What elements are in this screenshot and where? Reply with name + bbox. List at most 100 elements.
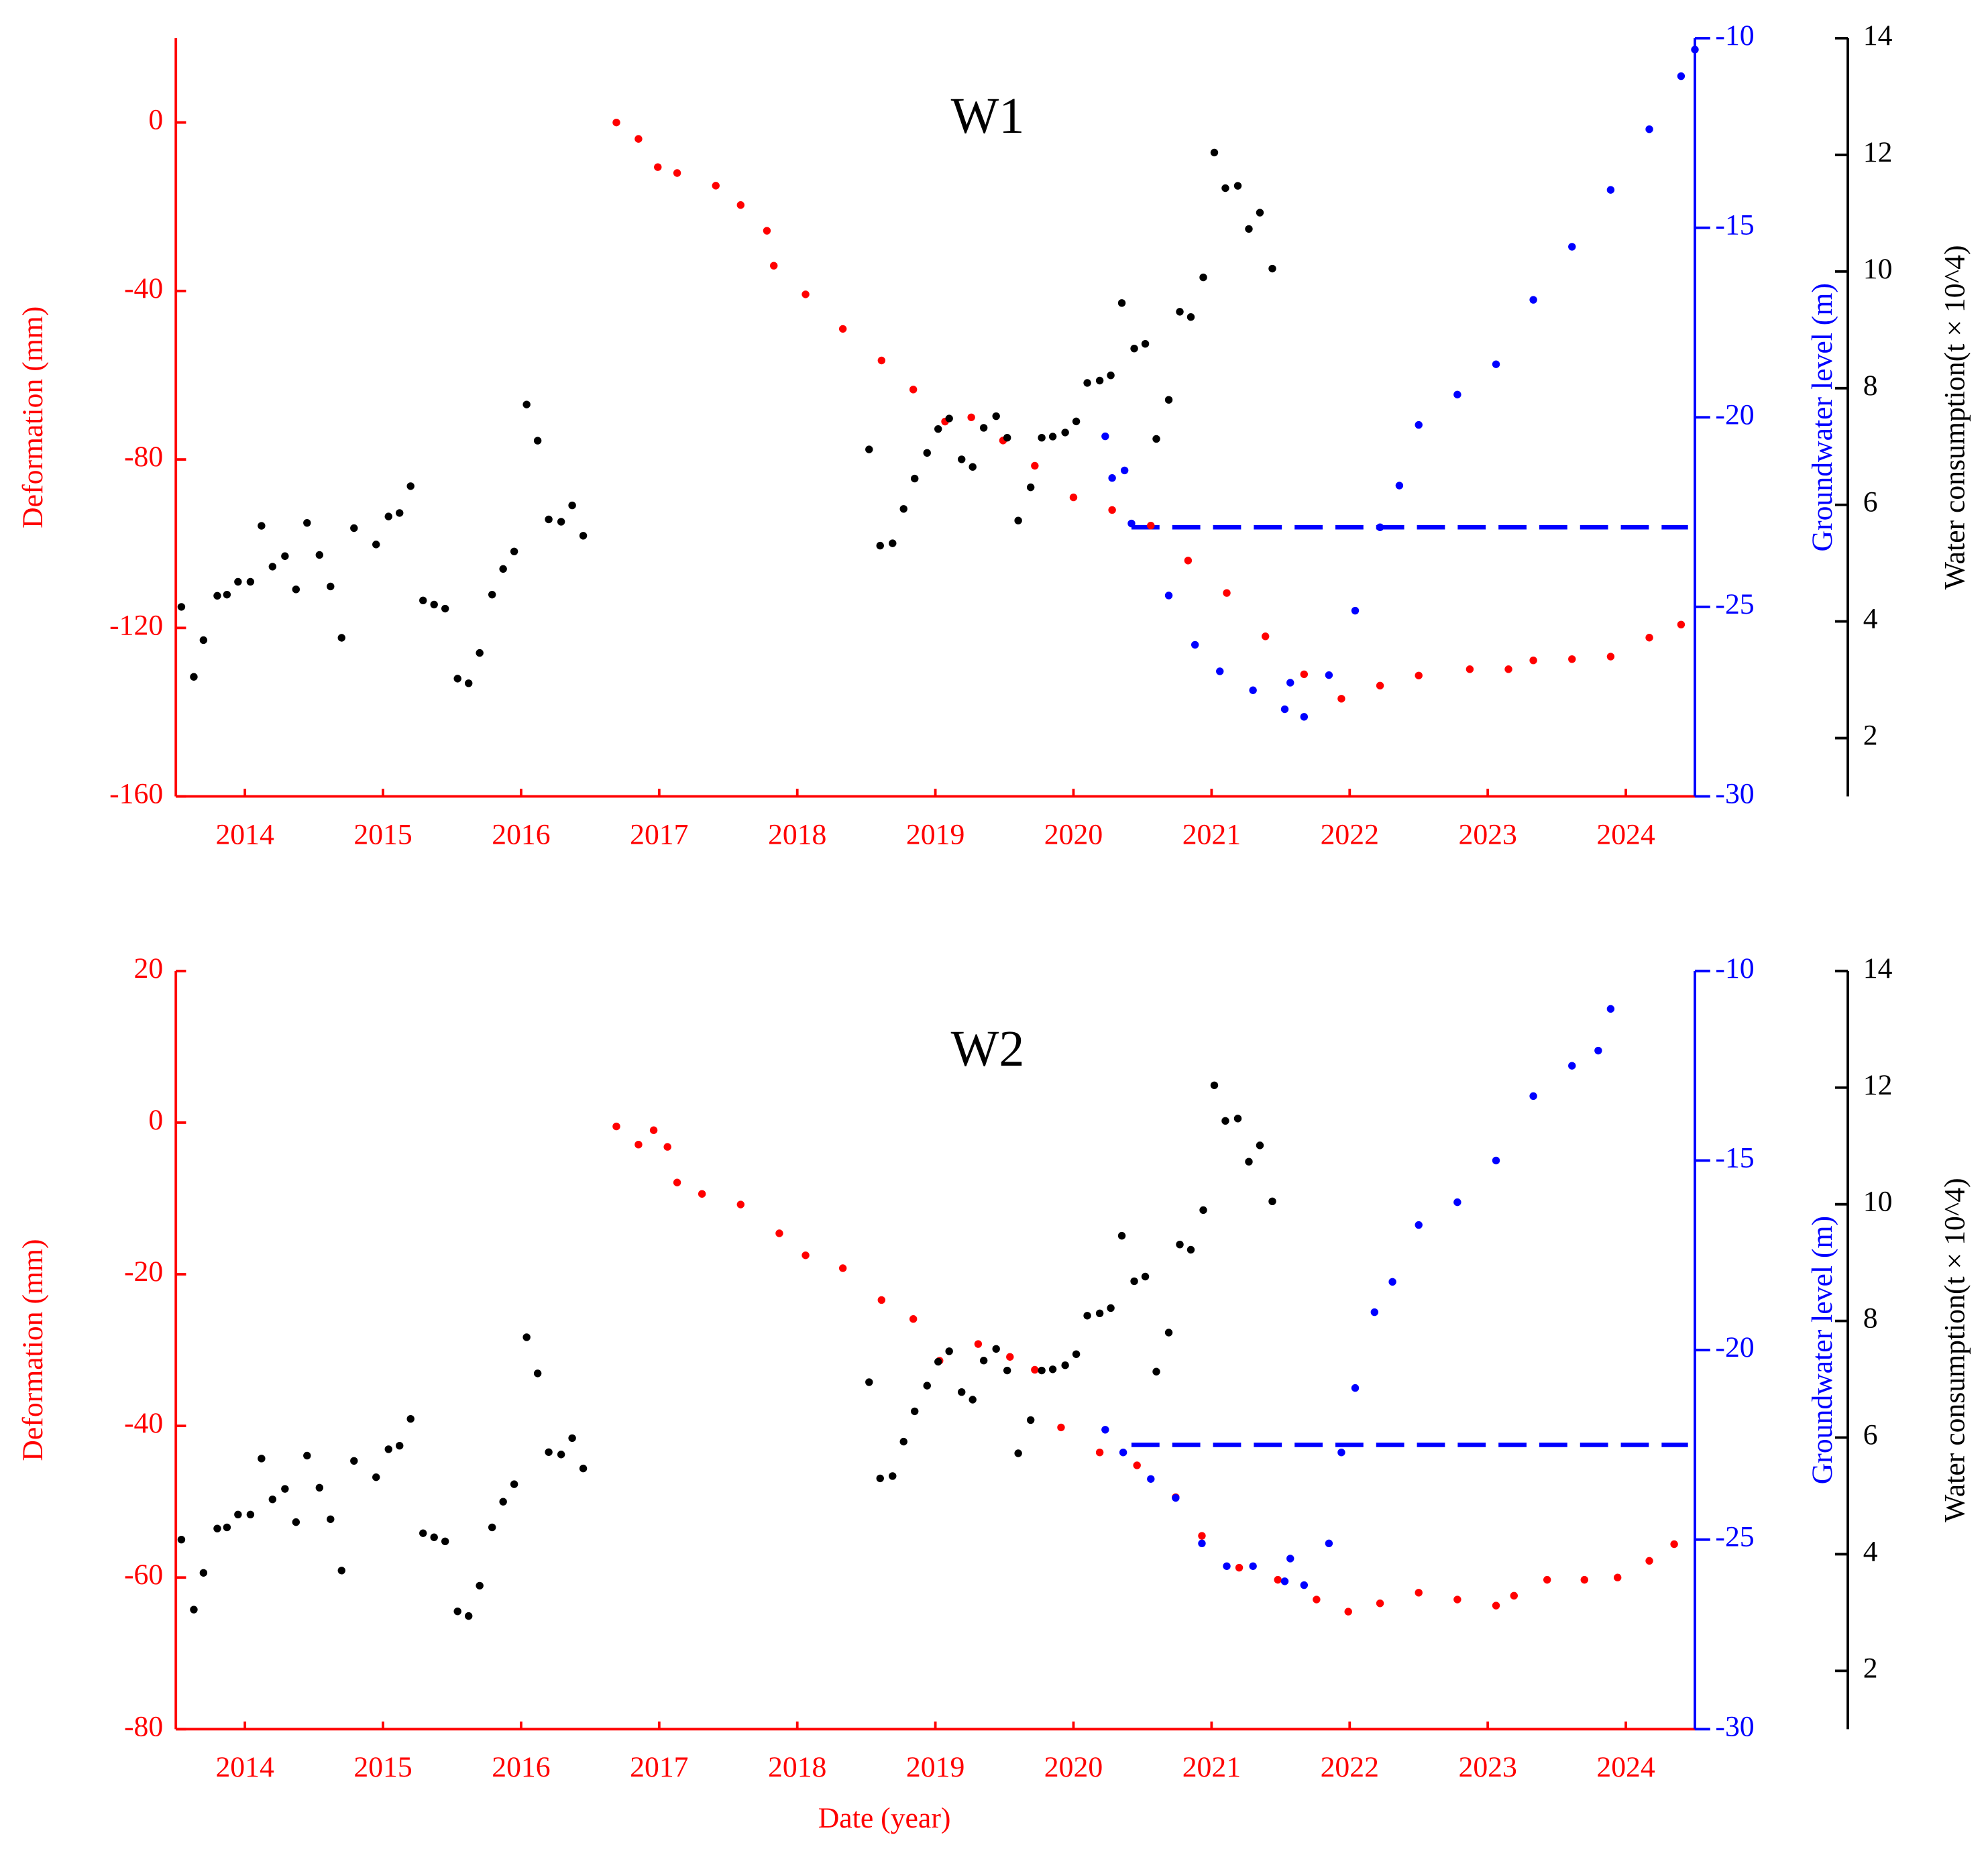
y-tick-label: -40: [124, 272, 163, 304]
x-tick-label: 2020: [1044, 1751, 1103, 1783]
data-point: [865, 1378, 873, 1386]
data-point: [673, 1178, 681, 1186]
data-point: [1529, 296, 1537, 304]
data-point: [223, 590, 231, 599]
data-point: [1101, 432, 1109, 441]
data-point: [419, 1529, 427, 1537]
data-point: [1057, 1423, 1065, 1432]
data-point: [1388, 1278, 1396, 1286]
data-point: [1313, 1595, 1321, 1604]
data-point: [899, 505, 907, 513]
data-point: [292, 585, 300, 594]
data-point: [1198, 1539, 1206, 1548]
data-point: [923, 1382, 931, 1390]
data-point: [1510, 1591, 1518, 1600]
data-point: [258, 522, 266, 530]
data-point: [281, 1485, 289, 1493]
data-point: [1117, 299, 1126, 307]
data-point: [877, 1296, 886, 1304]
data-point: [337, 634, 345, 642]
data-point: [1249, 1562, 1257, 1570]
data-point: [1677, 72, 1686, 80]
y2-tick-label: -30: [1715, 778, 1754, 810]
y2-axis-label: Groundwater level (m): [1806, 283, 1838, 551]
x-tick-label: 2021: [1182, 818, 1241, 850]
data-point: [838, 325, 847, 333]
data-point: [945, 1347, 953, 1355]
data-point: [1199, 273, 1207, 282]
data-point: [1048, 1365, 1057, 1373]
data-point: [1072, 1350, 1081, 1358]
data-point: [1191, 640, 1199, 649]
data-point: [1376, 681, 1384, 690]
data-point: [967, 413, 975, 421]
data-point: [488, 1523, 496, 1532]
data-point: [1235, 1563, 1244, 1572]
data-point: [1415, 671, 1423, 679]
data-point: [736, 1200, 744, 1209]
data-point: [1594, 1046, 1602, 1055]
data-point: [838, 1264, 847, 1272]
data-point: [1529, 656, 1537, 665]
data-point: [1152, 1367, 1160, 1376]
data-point: [1286, 679, 1294, 687]
data-point: [350, 1457, 358, 1465]
data-point: [712, 182, 720, 190]
data-point: [612, 118, 620, 127]
data-point: [909, 386, 918, 394]
y-tick-label: 20: [134, 952, 164, 985]
x-tick-label: 2017: [630, 1751, 688, 1783]
data-point: [1453, 1198, 1461, 1207]
data-point: [1117, 1231, 1126, 1240]
data-point: [1141, 1272, 1150, 1281]
x-axis-label: Date (year): [818, 1802, 951, 1834]
x-tick-label: 2019: [906, 1751, 964, 1783]
y-tick-label: -160: [109, 778, 163, 810]
data-point: [190, 673, 198, 681]
data-point: [406, 482, 415, 490]
x-tick-label: 2021: [1182, 1751, 1241, 1783]
data-point: [1061, 1361, 1069, 1369]
data-point: [979, 424, 988, 432]
data-point: [1691, 46, 1699, 54]
data-point: [327, 1515, 335, 1523]
data-point: [1580, 1575, 1588, 1584]
y-tick-label: -80: [124, 441, 163, 473]
data-point: [1280, 1577, 1289, 1585]
data-point: [1003, 434, 1011, 442]
data-point: [1198, 1532, 1206, 1540]
data-point: [1325, 1539, 1333, 1548]
data-point: [568, 501, 576, 510]
y3-tick-label: 2: [1863, 1652, 1878, 1684]
data-point: [1268, 264, 1276, 273]
data-point: [1280, 705, 1289, 714]
chart-title: W1: [951, 88, 1025, 144]
data-point: [974, 1340, 983, 1348]
data-point: [510, 547, 518, 555]
data-point: [510, 1480, 518, 1488]
data-point: [1453, 390, 1461, 399]
data-point: [1107, 1304, 1115, 1312]
data-point: [1370, 1308, 1379, 1316]
x-tick-label: 2018: [768, 1751, 826, 1783]
x-tick-label: 2024: [1596, 818, 1655, 850]
data-point: [1026, 483, 1035, 492]
x-tick-label: 2015: [353, 1751, 412, 1783]
y3-tick-label: 4: [1863, 1535, 1878, 1567]
data-point: [315, 1483, 324, 1492]
data-point: [430, 1533, 438, 1541]
data-point: [1249, 686, 1257, 694]
data-point: [199, 636, 208, 644]
data-point: [557, 1451, 565, 1459]
data-point: [1325, 671, 1333, 679]
data-point: [1083, 379, 1091, 387]
data-point: [292, 1518, 300, 1526]
data-point: [1072, 417, 1081, 426]
y-tick-label: 0: [148, 1104, 163, 1136]
y2-tick-label: -25: [1715, 1521, 1754, 1553]
data-point: [1568, 1062, 1576, 1070]
data-point: [979, 1357, 988, 1365]
data-point: [1268, 1197, 1276, 1206]
data-point: [1130, 344, 1138, 353]
data-point: [1176, 1240, 1184, 1249]
